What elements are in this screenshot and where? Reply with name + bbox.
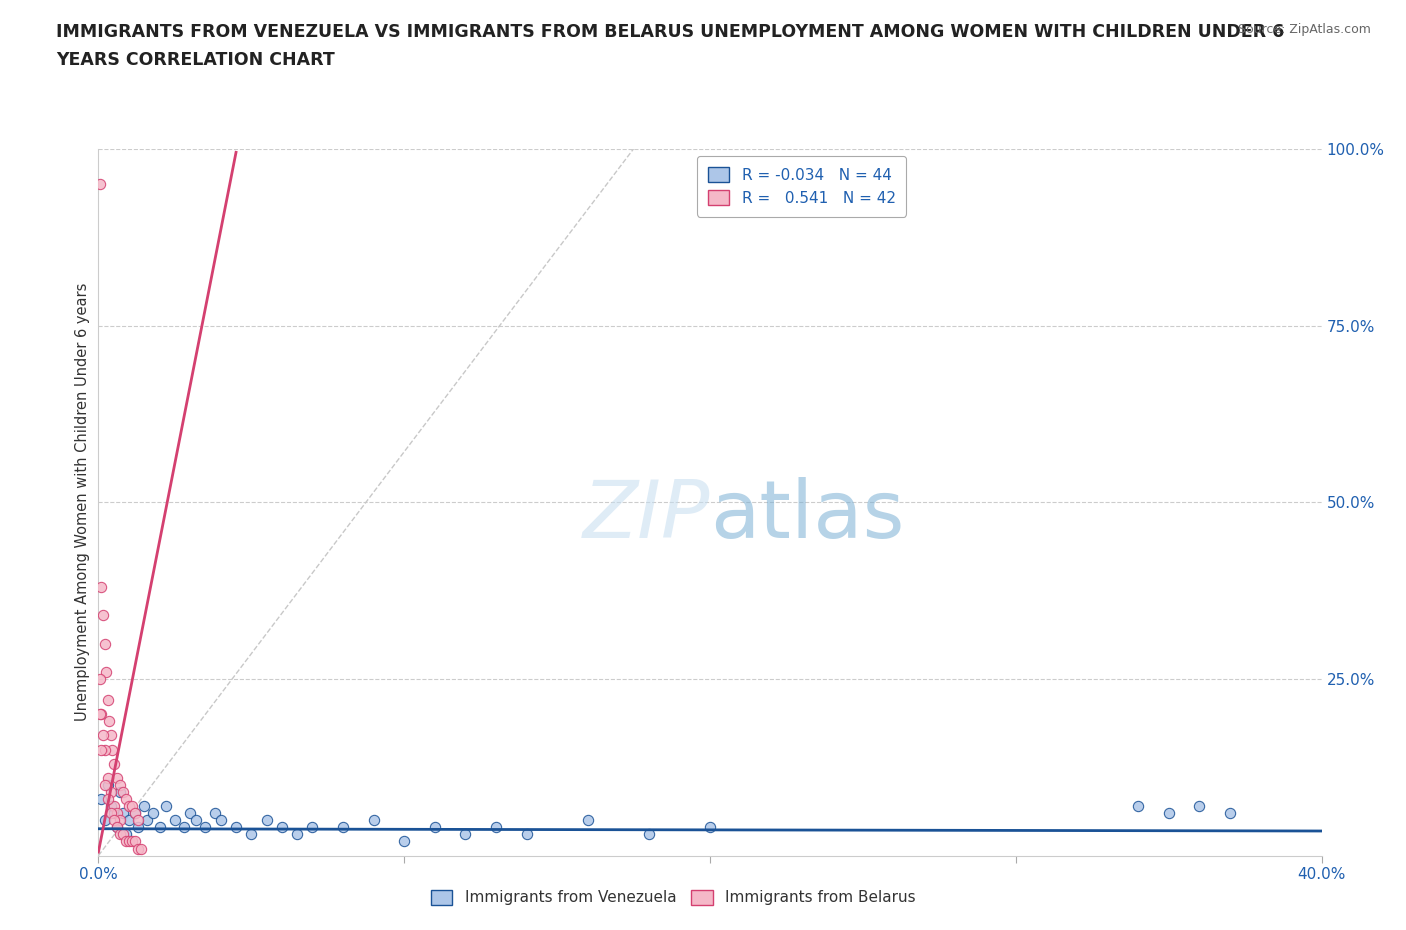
Point (93, 742, 115, 757)
Point (108, 777, 131, 792)
Point (194, 820, 217, 835)
Point (485, 820, 508, 835)
Point (90, 791, 112, 806)
Point (118, 813, 141, 828)
Point (285, 827, 308, 842)
Point (103, 756, 125, 771)
Point (186, 813, 208, 828)
Point (121, 834, 143, 849)
Point (270, 820, 292, 835)
Point (637, 827, 661, 842)
Point (301, 820, 323, 835)
Point (105, 805, 128, 820)
Point (89, 177, 111, 192)
Point (103, 799, 125, 814)
Point (699, 820, 721, 835)
Point (1157, 805, 1180, 820)
Point (124, 805, 146, 820)
Point (124, 834, 146, 849)
Point (111, 827, 134, 842)
Point (225, 820, 247, 835)
Point (97, 693, 120, 708)
Point (103, 813, 125, 828)
Point (97, 770, 120, 785)
Text: IMMIGRANTS FROM VENEZUELA VS IMMIGRANTS FROM BELARUS UNEMPLOYMENT AMONG WOMEN WI: IMMIGRANTS FROM VENEZUELA VS IMMIGRANTS … (56, 23, 1285, 41)
Point (98, 714, 121, 729)
Legend: Immigrants from Venezuela, Immigrants from Belarus: Immigrants from Venezuela, Immigrants fr… (425, 884, 922, 911)
Point (93, 777, 115, 792)
Point (163, 813, 186, 828)
Text: Source: ZipAtlas.com: Source: ZipAtlas.com (1237, 23, 1371, 36)
Point (127, 813, 149, 828)
Point (1219, 805, 1241, 820)
Point (454, 827, 477, 842)
Point (105, 820, 128, 835)
Point (90, 707, 112, 722)
Point (1128, 799, 1150, 814)
Point (101, 742, 124, 757)
Point (100, 805, 122, 820)
Point (105, 820, 128, 835)
Point (576, 813, 599, 828)
Point (392, 834, 416, 849)
Point (89, 707, 111, 722)
Point (93, 636, 115, 651)
Point (149, 820, 172, 835)
Point (423, 820, 446, 835)
Point (209, 813, 232, 828)
Point (127, 841, 149, 856)
Point (108, 813, 131, 828)
Point (108, 785, 131, 800)
Point (1188, 799, 1211, 814)
Text: ZIP: ZIP (582, 477, 710, 555)
Point (118, 834, 141, 849)
Point (115, 791, 138, 806)
Point (97, 777, 120, 792)
Y-axis label: Unemployment Among Women with Children Under 6 years: Unemployment Among Women with Children U… (75, 283, 90, 722)
Text: atlas: atlas (710, 477, 904, 555)
Point (332, 820, 354, 835)
Point (256, 813, 278, 828)
Point (100, 799, 122, 814)
Point (108, 827, 131, 842)
Point (97, 791, 120, 806)
Point (155, 799, 177, 814)
Point (111, 805, 134, 820)
Point (105, 770, 128, 785)
Point (93, 813, 115, 828)
Point (240, 827, 263, 842)
Text: YEARS CORRELATION CHART: YEARS CORRELATION CHART (56, 51, 335, 69)
Point (115, 827, 138, 842)
Point (516, 827, 538, 842)
Point (91, 728, 114, 743)
Point (91, 608, 114, 623)
Point (363, 813, 385, 828)
Point (118, 799, 141, 814)
Point (100, 785, 122, 800)
Point (115, 834, 138, 849)
Point (103, 805, 125, 820)
Point (142, 805, 165, 820)
Point (179, 805, 201, 820)
Point (204, 805, 226, 820)
Point (121, 799, 143, 814)
Point (90, 579, 112, 594)
Point (136, 813, 159, 828)
Point (129, 841, 152, 856)
Point (94, 664, 117, 679)
Point (100, 728, 122, 743)
Point (89, 671, 111, 686)
Point (173, 820, 195, 835)
Point (111, 785, 134, 800)
Point (134, 799, 156, 814)
Point (90, 742, 112, 757)
Point (124, 805, 146, 820)
Point (127, 820, 149, 835)
